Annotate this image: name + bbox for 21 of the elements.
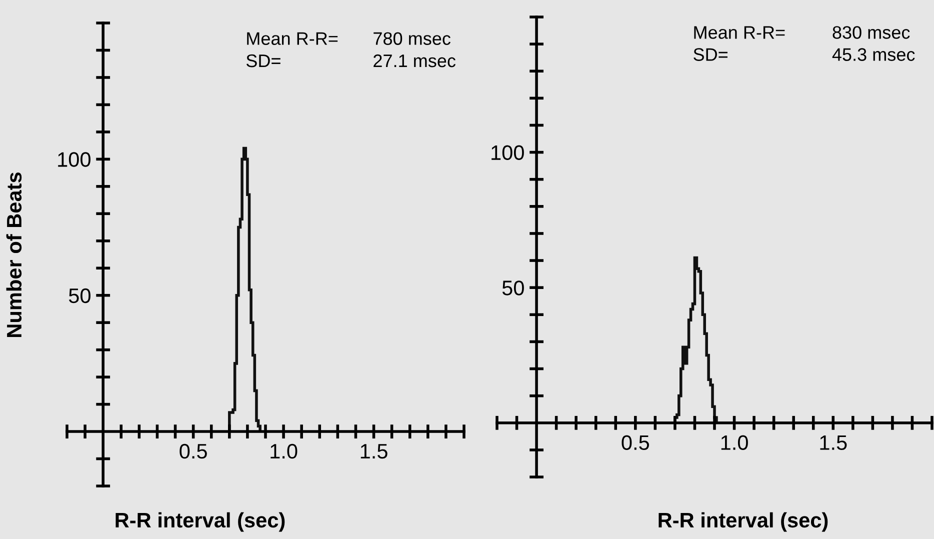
x-tick-label: 1.5 (820, 435, 847, 450)
x-axis-title: R-R interval (sec) (116, 512, 285, 532)
x-tick-label: 1.0 (721, 435, 748, 450)
annotation: 830 msec (832, 26, 910, 39)
annotation: 780 msec (374, 32, 450, 45)
y-axis-title: Number of Beats (6, 172, 22, 337)
annotation: Mean R-R= (694, 26, 785, 39)
y-tick-label: 100 (492, 145, 524, 160)
x-tick-label: 0.5 (622, 435, 650, 450)
y-tick-label: 50 (68, 288, 90, 304)
x-axis-title: R-R interval (sec) (658, 512, 828, 532)
annotation: SD= (246, 54, 280, 68)
y-tick-label: 100 (58, 152, 90, 167)
annotation: 45.3 msec (832, 48, 915, 61)
annotation: Mean R-R= (247, 32, 338, 45)
y-tick-label: 50 (502, 280, 524, 296)
x-tick-label: 0.5 (180, 444, 207, 459)
annotation: 27.1 msec (374, 54, 456, 68)
x-tick-label: 1.0 (270, 444, 298, 459)
x-tick-label: 1.5 (360, 444, 388, 459)
annotation: SD= (694, 48, 728, 61)
